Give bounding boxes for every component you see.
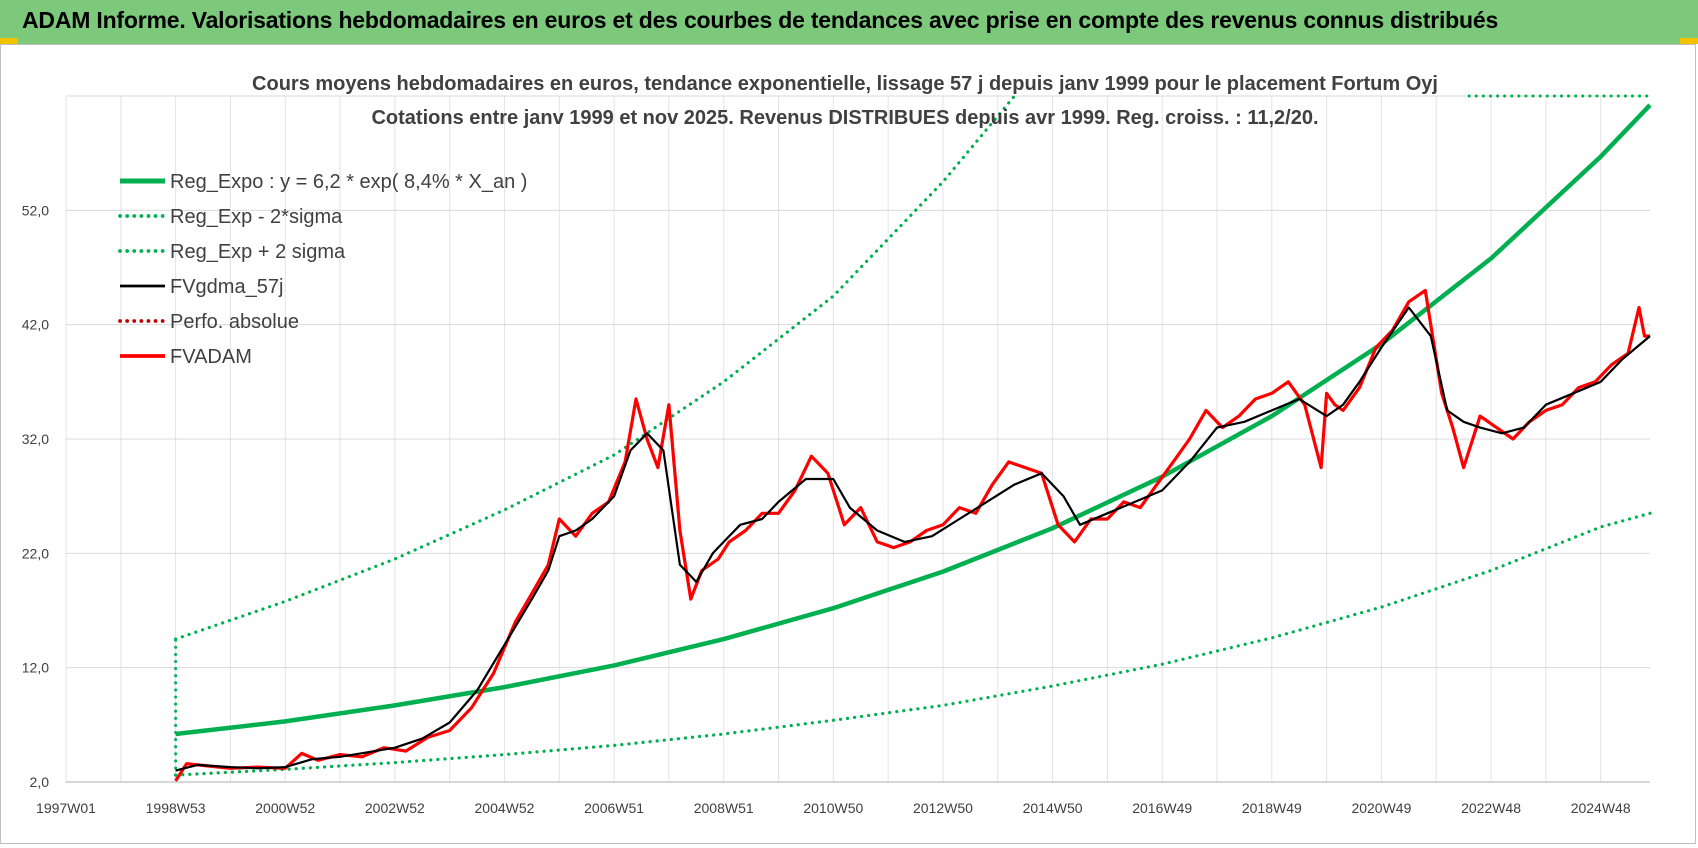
x-tick-label: 2000W52 xyxy=(255,800,315,816)
y-tick-label: 12,0 xyxy=(22,660,49,676)
corner-mark-right xyxy=(1680,38,1698,44)
series-layer xyxy=(174,94,1652,782)
legend: Reg_Expo : y = 6,2 * exp( 8,4% * X_an ) R… xyxy=(118,171,527,368)
x-tick-label: 2006W51 xyxy=(584,800,644,816)
legend-label: Reg_Exp + 2 sigma xyxy=(170,241,346,263)
series-line-1 xyxy=(174,511,1652,777)
y-tick-label: 32,0 xyxy=(22,431,49,447)
legend-label: FVADAM xyxy=(170,346,252,368)
chart-subtitle: Cotations entre janv 1999 et nov 2025. R… xyxy=(371,107,1318,129)
x-tick-label: 1997W01 xyxy=(36,800,96,816)
x-tick-label: 2002W52 xyxy=(365,800,425,816)
legend-label: FVgdma_57j xyxy=(170,276,283,298)
corner-mark-left xyxy=(0,38,18,44)
legend-label: Perfo. absolue xyxy=(170,311,299,333)
chart-frame xyxy=(0,44,1696,844)
x-tick-label: 2012W50 xyxy=(913,800,973,816)
grid-lines xyxy=(65,95,1650,783)
x-tick-label: 2018W49 xyxy=(1242,800,1302,816)
y-tick-label: 22,0 xyxy=(22,545,49,561)
legend-label: Reg_Expo : y = 6,2 * exp( 8,4% * X_an ) xyxy=(170,171,527,193)
chart-title: Cours moyens hebdomadaires en euros, ten… xyxy=(252,73,1438,95)
x-tick-label: 2020W49 xyxy=(1351,800,1411,816)
x-tick-label: 2004W52 xyxy=(475,800,535,816)
x-tick-label: 2022W48 xyxy=(1461,800,1521,816)
header-bar: ADAM Informe. Valorisations hebdomadaire… xyxy=(0,0,1698,44)
series-line-2 xyxy=(174,94,1019,641)
x-tick-label: 2010W50 xyxy=(803,800,863,816)
x-tick-label: 2008W51 xyxy=(694,800,754,816)
x-tick-label: 2024W48 xyxy=(1571,800,1631,816)
x-tick-label: 2014W50 xyxy=(1023,800,1083,816)
y-tick-label: 42,0 xyxy=(22,317,49,333)
y-tick-label: 2,0 xyxy=(30,774,50,790)
legend-label: Reg_Exp - 2*sigma xyxy=(170,206,343,228)
x-tick-label: 2016W49 xyxy=(1132,800,1192,816)
x-tick-label: 1998W53 xyxy=(146,800,206,816)
axis-ticks: 2,0 12,0 22,0 32,0 42,0 52,0 1997W01 1998W53 200… xyxy=(22,202,1631,816)
page-title: ADAM Informe. Valorisations hebdomadaire… xyxy=(22,7,1499,33)
series-line-0 xyxy=(175,103,1652,737)
y-tick-label: 52,0 xyxy=(22,202,49,218)
series-line-3 xyxy=(175,306,1651,772)
